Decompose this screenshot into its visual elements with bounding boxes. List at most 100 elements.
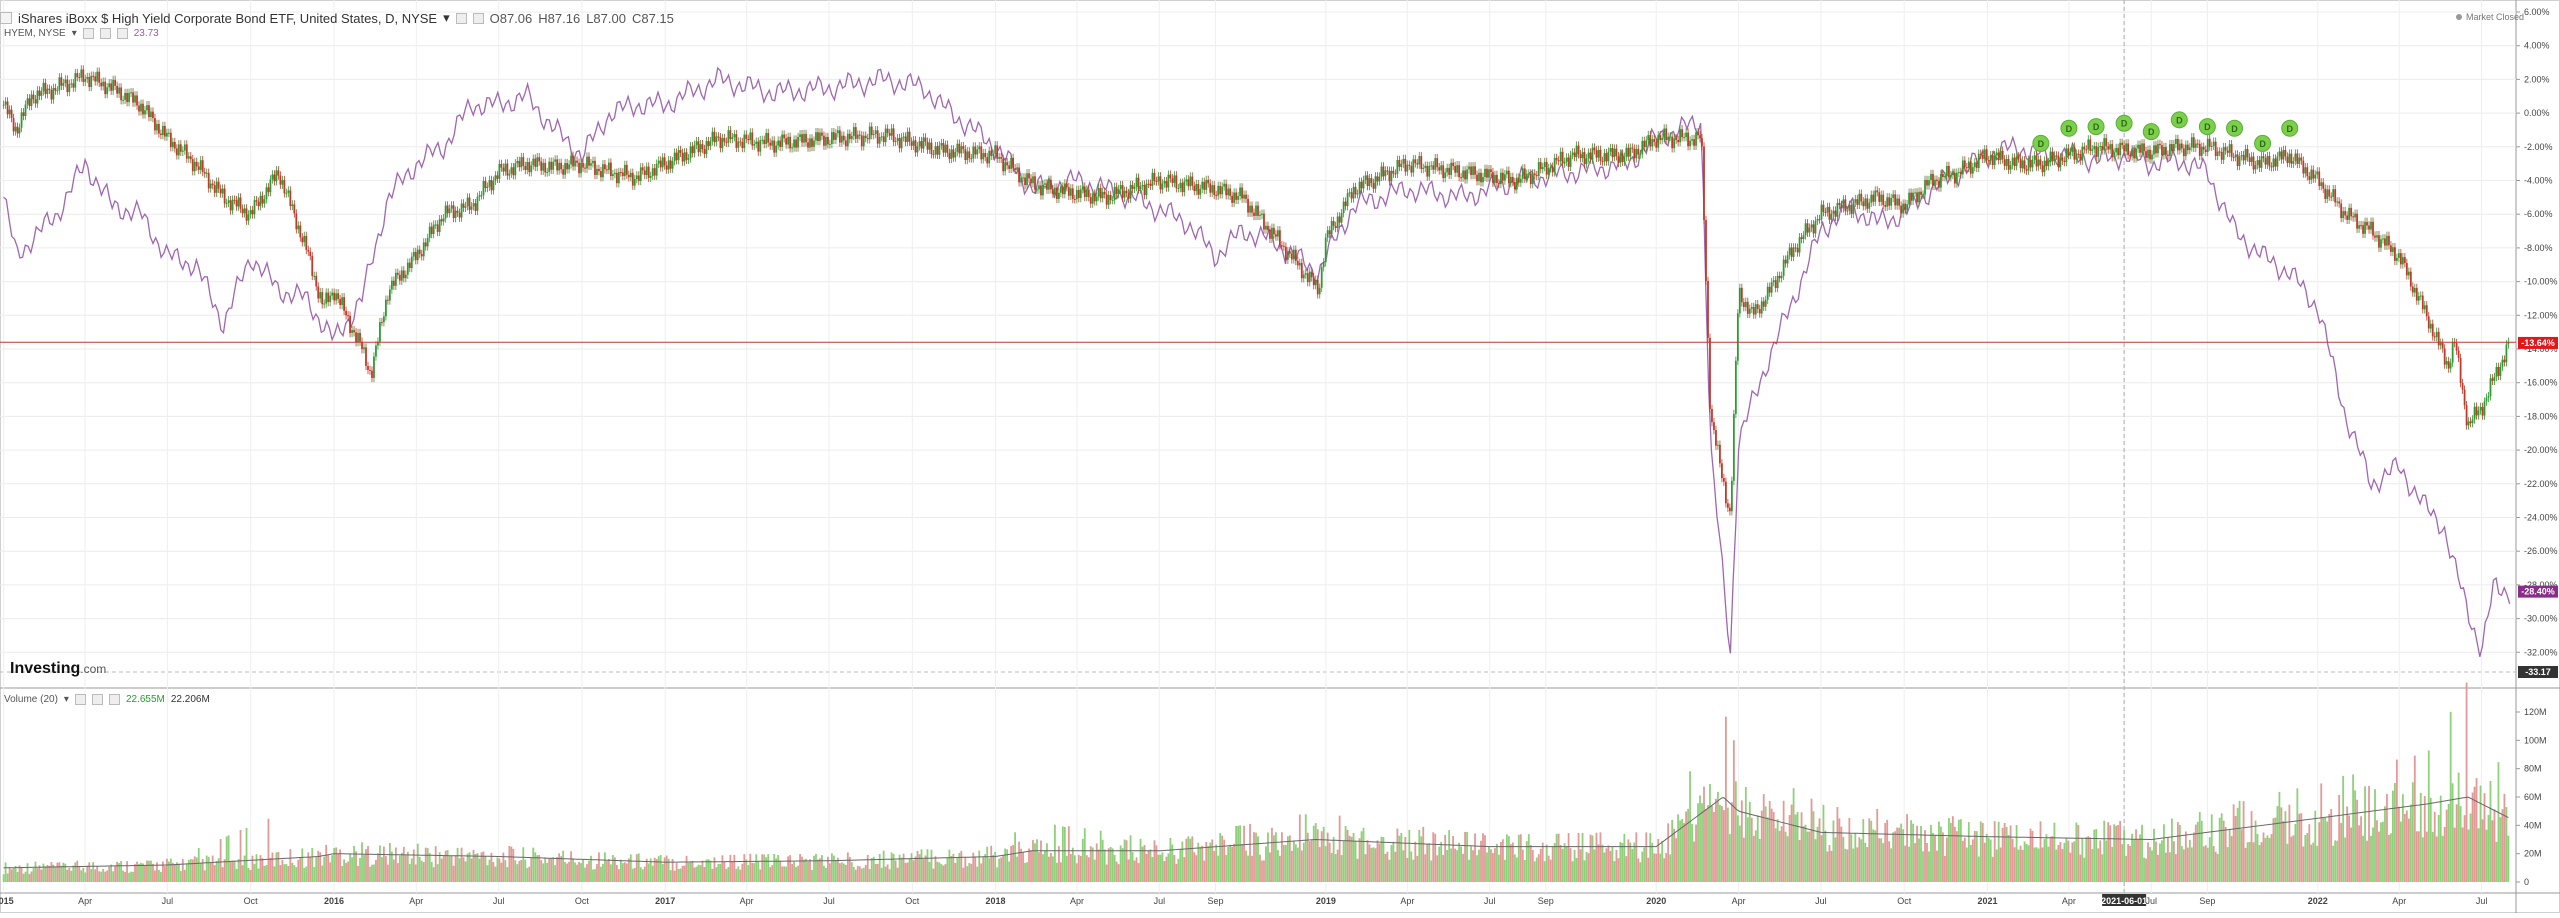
candle-body [341,297,344,306]
volume-bar [1695,824,1697,882]
volume-bar [1388,859,1391,882]
candle-body [2232,156,2235,158]
candle-body [146,105,148,111]
candle-body [1480,172,1482,183]
candle-body [1549,166,1552,169]
volume-bar [1603,852,1606,882]
candle-body [1121,185,1124,198]
x-tick-label: Apr [1070,896,1084,906]
candle-body [249,210,252,215]
candle-body [2332,189,2335,198]
candle-body [882,136,885,143]
candle-body [870,126,873,136]
volume-bar [606,861,608,882]
collapse-toggle[interactable] [0,12,12,24]
chevron-down-icon[interactable]: ▾ [443,10,450,25]
volume-bar [1577,832,1580,882]
volume-bar [679,868,682,882]
volume-y-tick-label: 40M [2524,820,2542,830]
candle-body [1928,180,1930,186]
volume-bar [844,864,847,882]
volume-bar [1683,823,1685,882]
candle-body [1977,153,1980,168]
candle-body [2133,149,2135,159]
candle-body [221,188,224,194]
remove-icon[interactable] [116,28,128,39]
volume-bar [337,853,340,882]
volume-bar [1589,834,1592,882]
candle-body [2274,158,2277,167]
volume-bar [602,863,604,882]
chevron-down-icon[interactable]: ▾ [71,28,77,39]
candle-body [928,142,931,150]
remove-icon[interactable] [108,694,120,705]
x-tick-label: Jul [162,896,174,906]
candle-body [2224,147,2227,151]
x-tick-label: Jul [823,896,835,906]
volume-bar [152,863,154,882]
volume-bar [82,867,85,882]
candle-body [2083,146,2086,150]
candle-body [574,160,576,167]
candle-body [809,138,811,148]
volume-bar [56,862,59,882]
candle-body [1985,149,1988,161]
candle-body [1079,189,1082,199]
candle-body [524,165,527,170]
settings-icon[interactable] [455,12,467,24]
volume-bar [727,867,730,882]
volume-bar [460,847,463,882]
volume-bar [1948,817,1950,882]
candle-body [36,90,39,104]
volume-bar [986,846,989,882]
settings-icon[interactable] [74,694,86,705]
volume-bar [1426,843,1429,882]
y-tick-label: -10.00% [2524,277,2558,287]
volume-bar [715,867,718,882]
volume-bar [482,851,485,882]
candle-body [1364,175,1367,180]
volume-bar [2262,832,2265,882]
volume-bar [373,864,375,882]
volume-bar [213,865,216,882]
volume-bar [1440,841,1443,882]
volume-bar [1609,850,1612,882]
hide-icon[interactable] [99,28,111,39]
hide-icon[interactable] [91,694,103,705]
candle-body [1776,275,1779,289]
settings-icon[interactable] [82,28,94,39]
volume-bar [1709,784,1711,882]
volume-bar [454,855,457,882]
volume-bar [1099,830,1102,882]
candle-body [2497,366,2500,376]
volume-bar [697,864,700,882]
volume-bar [1732,740,1735,882]
candle-body [594,160,596,175]
candle-body [878,137,881,144]
volume-bar [1338,815,1341,882]
candle-body [2208,138,2211,147]
volume-bar [1332,836,1335,882]
volume-bar [162,861,164,882]
candle-body [1426,165,1429,177]
candle-body [1744,301,1747,308]
candle-body [1382,166,1385,177]
volume-bar [876,863,879,882]
candle-body [1161,183,1164,190]
candle-body [347,315,349,317]
volume-bar [2382,821,2384,882]
candle-body [1219,185,1222,195]
volume-bar [888,869,891,882]
candle-body [1396,159,1399,174]
volume-bar [2101,854,2104,882]
candle-body [295,213,298,230]
candle-body [944,144,947,153]
chevron-down-icon[interactable]: ▾ [63,694,69,705]
candle-body [418,249,421,255]
candle-body [426,237,429,247]
candle-body [940,143,943,146]
hide-icon[interactable] [472,12,484,24]
volume-bar [2105,840,2108,882]
candle-body [759,140,762,152]
volume-bar [912,860,915,882]
